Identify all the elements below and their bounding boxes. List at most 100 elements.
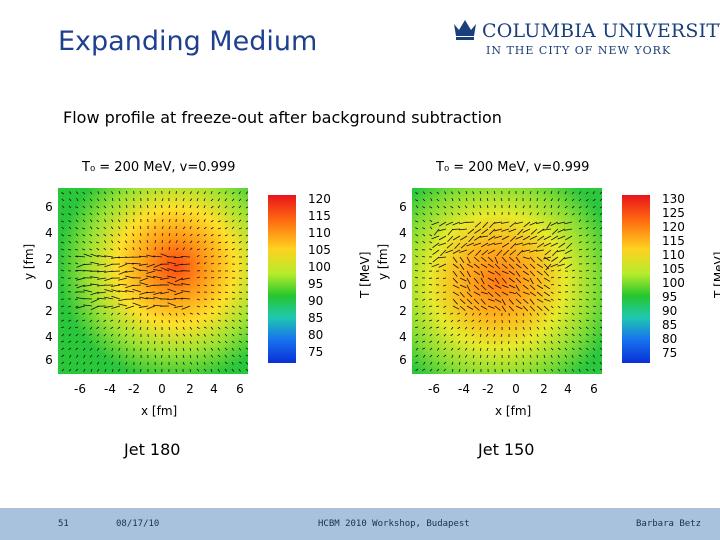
flow-vector	[501, 340, 503, 345]
flow-vector	[467, 228, 475, 235]
flow-vector	[168, 219, 171, 223]
flow-vector	[139, 226, 142, 230]
flow-vector	[473, 284, 480, 291]
flow-vector	[68, 220, 72, 223]
flow-vector	[182, 340, 185, 344]
flow-vector	[557, 212, 560, 216]
flow-vector	[571, 213, 575, 216]
flow-vector	[429, 241, 433, 244]
flow-vector	[210, 326, 214, 330]
flow-vector	[182, 233, 186, 237]
flow-vector	[168, 240, 171, 244]
flow-vector	[61, 226, 65, 230]
flow-vector	[564, 228, 573, 231]
university-logo: COLUMBIA UNIVERSITY IN THE CITY OF NEW Y…	[452, 16, 720, 62]
flow-vector	[536, 368, 539, 373]
flow-vector	[529, 305, 536, 312]
flow-vector	[543, 368, 547, 372]
flow-vector	[478, 340, 482, 344]
flow-vector	[522, 333, 525, 337]
flow-vector	[196, 368, 200, 372]
flow-vector	[161, 347, 164, 351]
flow-vector	[181, 305, 191, 310]
flow-vector	[557, 361, 561, 365]
flow-vector	[537, 228, 545, 234]
flow-vector	[76, 198, 79, 202]
flow-vector	[451, 361, 454, 365]
flow-vector	[217, 191, 221, 195]
flow-vector	[104, 368, 107, 372]
flow-vector	[487, 305, 495, 309]
flow-vector	[61, 368, 65, 372]
flow-vector	[536, 291, 543, 297]
flow-vector	[422, 219, 426, 223]
flow-vector	[111, 361, 114, 365]
flow-vector	[97, 263, 107, 266]
flow-vector	[599, 298, 602, 300]
flow-vector	[146, 254, 156, 258]
flow-vector	[61, 213, 65, 216]
flow-vector	[452, 291, 460, 296]
flow-vector	[182, 312, 186, 316]
flow-vector	[423, 361, 426, 365]
flow-vector	[443, 205, 447, 209]
flow-vector	[550, 235, 559, 241]
flow-vector	[479, 333, 482, 338]
flow-vector	[515, 319, 518, 323]
flow-vector	[522, 263, 529, 270]
flow-vector	[578, 347, 582, 350]
flow-vector	[557, 228, 566, 233]
y-tick: 6	[399, 200, 407, 214]
flow-vector	[508, 204, 510, 209]
flow-vector	[196, 262, 200, 265]
flow-vector	[82, 213, 86, 216]
flow-vector	[189, 212, 193, 216]
flow-vector	[203, 333, 206, 337]
flow-vector	[96, 247, 100, 251]
flow-heatmap	[58, 188, 248, 374]
flow-vector	[61, 262, 65, 265]
flow-vector	[61, 255, 65, 258]
flow-vector	[82, 248, 86, 251]
flow-vector	[557, 305, 561, 309]
flow-vector	[557, 269, 561, 272]
flow-vector	[529, 347, 532, 351]
flow-vector	[457, 326, 461, 330]
flow-vector	[110, 248, 114, 251]
flow-vector	[585, 291, 589, 294]
flow-vector	[74, 277, 79, 279]
flow-vector	[536, 263, 544, 269]
flow-vector	[543, 263, 550, 270]
flow-vector	[196, 191, 199, 195]
flow-vector	[436, 191, 440, 195]
flow-vector	[196, 319, 200, 323]
x-tick: 4	[210, 382, 218, 396]
flow-vector	[69, 191, 72, 195]
flow-vector	[182, 218, 184, 223]
flow-vector	[68, 305, 72, 308]
x-tick: -6	[74, 382, 86, 396]
flow-vector	[189, 340, 192, 344]
flow-vector	[153, 268, 163, 272]
flow-vector	[480, 354, 482, 359]
flow-vector	[415, 227, 419, 230]
flow-vector	[245, 340, 248, 343]
flow-vector	[571, 368, 575, 372]
flow-vector	[464, 326, 468, 330]
flow-vector	[96, 227, 100, 230]
flow-vector	[432, 242, 440, 249]
flow-vector	[422, 298, 426, 301]
flow-vector	[217, 212, 221, 216]
flow-vector	[112, 197, 114, 202]
flow-vector	[175, 333, 179, 337]
flow-vector	[111, 289, 121, 293]
flow-vector	[571, 276, 575, 279]
flow-vector	[111, 205, 114, 209]
flow-vector	[132, 226, 135, 230]
flow-vector	[585, 277, 590, 280]
flow-vector	[445, 249, 454, 254]
flow-vector	[493, 354, 496, 358]
flow-vector	[429, 340, 433, 343]
flow-vector	[74, 298, 79, 300]
flow-vector	[557, 205, 560, 209]
